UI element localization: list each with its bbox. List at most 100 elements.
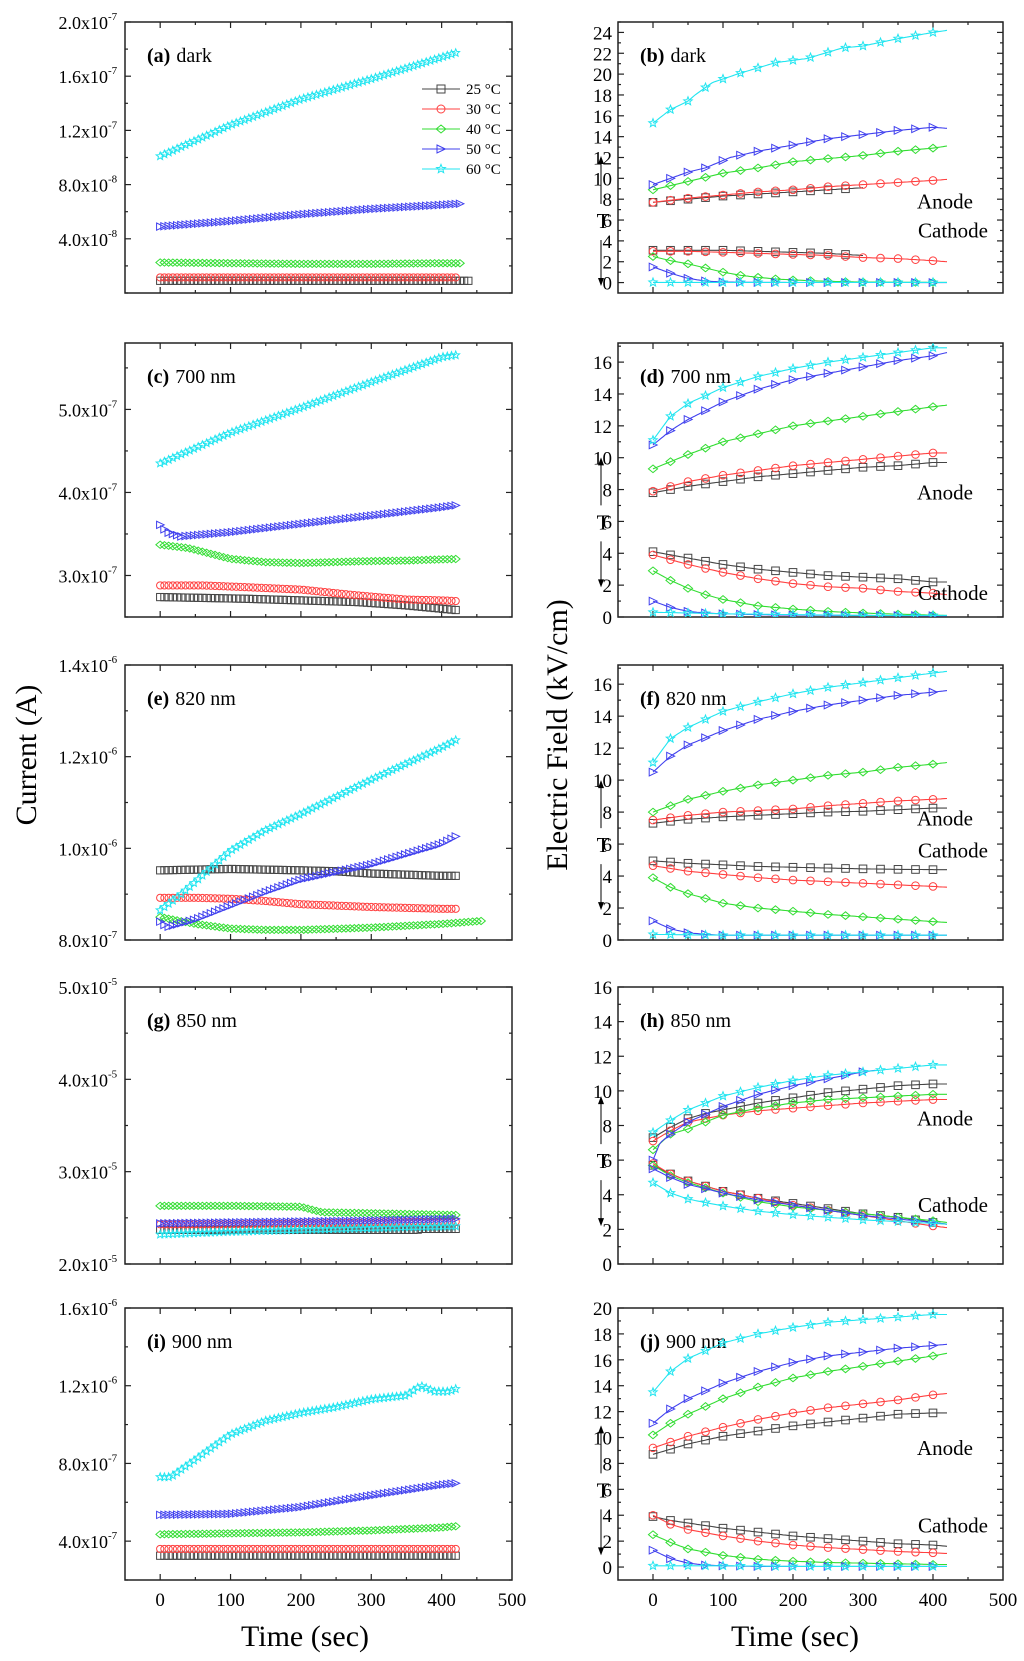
data-point bbox=[804, 1072, 817, 1083]
data-point bbox=[911, 459, 920, 469]
y-tick-mantissa: 8.0x10 bbox=[59, 931, 109, 951]
data-point bbox=[701, 247, 710, 257]
series-40-c-anode bbox=[647, 1351, 948, 1440]
data-point bbox=[858, 1098, 868, 1108]
data-point bbox=[875, 765, 886, 775]
data-point bbox=[205, 549, 216, 559]
data-point bbox=[752, 903, 764, 913]
y-tick-label: 2 bbox=[603, 899, 613, 920]
data-point bbox=[311, 89, 322, 100]
data-point bbox=[666, 1404, 676, 1414]
y-tick-mantissa: 5.0x10 bbox=[59, 400, 109, 420]
y-tick-label: 4 bbox=[603, 544, 613, 565]
panel-condition: 820 nm bbox=[175, 688, 236, 710]
y-tick-label: 1.6x10 bbox=[59, 67, 109, 87]
data-point bbox=[718, 477, 728, 486]
data-point bbox=[683, 866, 693, 876]
y-tick-label: 0 bbox=[603, 274, 613, 295]
data-point bbox=[327, 84, 339, 95]
data-point bbox=[753, 1195, 764, 1205]
data-point bbox=[184, 1458, 196, 1469]
data-point bbox=[413, 904, 422, 913]
data-point bbox=[219, 894, 228, 903]
x-tick-label: 0 bbox=[648, 1590, 658, 1611]
data-point bbox=[664, 732, 677, 744]
data-point bbox=[413, 602, 422, 611]
data-point bbox=[910, 145, 921, 155]
y-tick-exponent: -6 bbox=[108, 746, 118, 758]
data-point bbox=[805, 1557, 816, 1567]
data-point bbox=[911, 1393, 920, 1402]
data-point bbox=[422, 595, 431, 605]
series-30-c-cathode bbox=[648, 861, 948, 891]
data-point bbox=[164, 581, 173, 590]
data-point bbox=[911, 795, 920, 805]
data-point bbox=[362, 598, 372, 607]
series-50-c-anode bbox=[648, 1340, 948, 1428]
data-point bbox=[384, 593, 393, 603]
data-point bbox=[718, 725, 729, 736]
data-point bbox=[354, 1544, 363, 1554]
data-point bbox=[349, 1526, 360, 1536]
data-point bbox=[770, 905, 781, 915]
series-40-c-cathode bbox=[647, 873, 948, 927]
y-tick-label: 2.0x10 bbox=[59, 13, 109, 33]
data-point bbox=[379, 593, 389, 602]
data-point bbox=[395, 921, 406, 931]
data-point bbox=[752, 163, 764, 173]
data-point bbox=[840, 414, 851, 424]
data-point bbox=[239, 1201, 250, 1211]
data-point bbox=[909, 609, 922, 617]
data-point bbox=[159, 258, 170, 267]
data-point bbox=[270, 595, 279, 604]
data-point bbox=[429, 555, 440, 564]
data-point bbox=[290, 1528, 301, 1537]
down-arrowhead-icon bbox=[598, 1547, 604, 1556]
data-point bbox=[927, 343, 939, 353]
data-point bbox=[858, 1536, 868, 1546]
data-point bbox=[666, 1520, 675, 1529]
data-point bbox=[752, 1382, 764, 1392]
data-point bbox=[159, 1201, 170, 1211]
data-point bbox=[248, 1551, 258, 1560]
data-point bbox=[227, 273, 237, 282]
data-point bbox=[683, 247, 693, 256]
data-point bbox=[434, 871, 443, 880]
x-tick-label: 200 bbox=[287, 1590, 316, 1611]
data-point bbox=[194, 593, 203, 602]
series-50-c-anode bbox=[648, 687, 948, 777]
data-point bbox=[840, 679, 851, 690]
data-point bbox=[454, 918, 466, 927]
data-point bbox=[193, 258, 204, 268]
data-point bbox=[227, 894, 237, 903]
data-point bbox=[235, 924, 246, 934]
y-tick-label: 8.0x10 bbox=[59, 931, 109, 951]
data-point bbox=[240, 865, 249, 874]
data-point bbox=[215, 865, 224, 874]
data-point bbox=[430, 596, 439, 605]
y-tick-mantissa: 4.0x10 bbox=[59, 483, 109, 503]
data-point bbox=[312, 273, 321, 282]
data-point bbox=[648, 818, 658, 828]
data-point bbox=[400, 1544, 410, 1554]
data-point bbox=[336, 1400, 348, 1411]
data-point bbox=[223, 864, 232, 874]
data-point bbox=[736, 1418, 745, 1428]
data-point bbox=[412, 752, 424, 763]
y-tick-mantissa: 1.0x10 bbox=[59, 839, 109, 859]
data-point bbox=[683, 560, 693, 569]
data-point bbox=[683, 553, 693, 563]
data-point bbox=[446, 350, 457, 361]
data-point bbox=[333, 597, 342, 606]
data-point bbox=[841, 456, 850, 466]
panel-condition: 820 nm bbox=[666, 688, 727, 710]
data-point bbox=[876, 585, 885, 595]
data-point bbox=[290, 259, 301, 269]
data-point bbox=[319, 1208, 330, 1217]
data-point bbox=[858, 1545, 868, 1554]
data-point bbox=[447, 273, 456, 282]
data-point bbox=[328, 1527, 339, 1536]
data-point bbox=[875, 276, 886, 287]
data-point bbox=[219, 594, 228, 603]
